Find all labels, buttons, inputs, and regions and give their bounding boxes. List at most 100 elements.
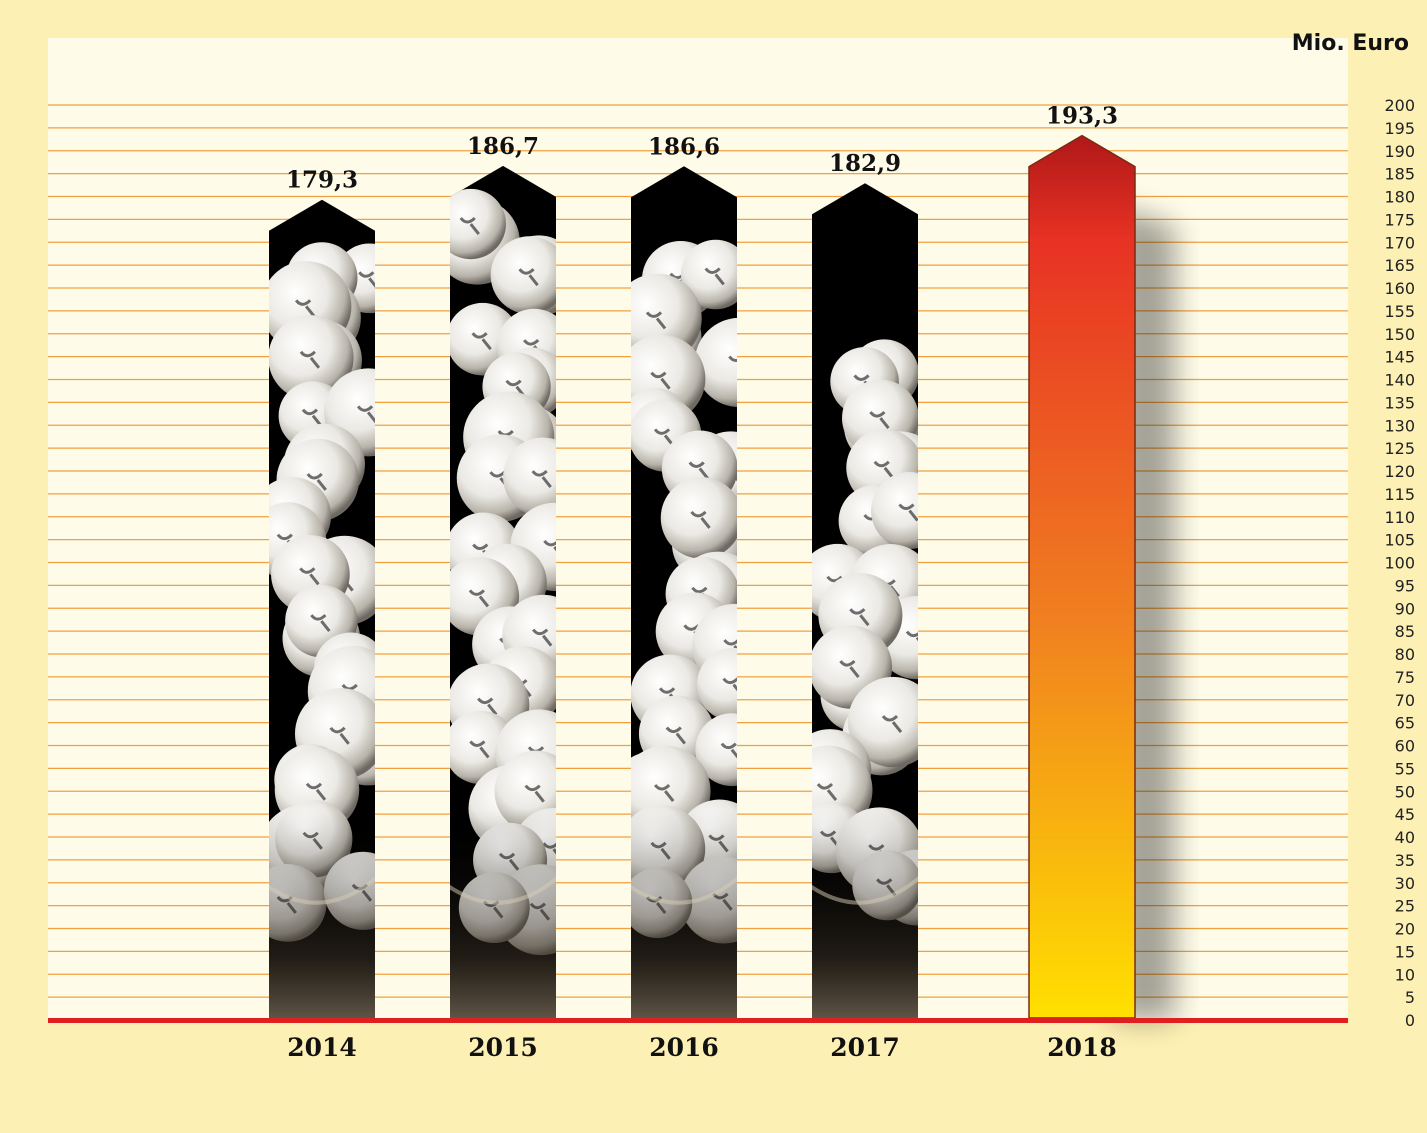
y-tick-label: 125: [1384, 439, 1415, 458]
y-tick-label: 200: [1384, 96, 1415, 115]
ball-number-mark: [358, 271, 375, 290]
y-tick-label: 25: [1395, 897, 1415, 916]
ball-number-mark: [650, 371, 671, 390]
y-axis-ticks: 0 5 10 15 20 25 30 35 40 45 50 55 60 65 70 75 80 85 90 95 10…: [1384, 96, 1415, 1030]
y-tick-label: 5: [1405, 988, 1415, 1007]
ball-number-mark: [543, 539, 556, 558]
ball-number-mark: [873, 460, 894, 479]
bar-2017: [812, 183, 918, 1019]
y-tick-label: 40: [1395, 828, 1415, 847]
x-category-label: 2018: [1047, 1033, 1117, 1062]
y-tick-label: 165: [1384, 256, 1415, 275]
bowl-glass: [812, 810, 918, 1019]
ball-number-mark: [839, 659, 860, 679]
ball-number-mark: [299, 567, 320, 586]
bar-value-label: 186,7: [467, 133, 539, 160]
ball-number-mark: [905, 630, 918, 649]
bar-shape: [1028, 134, 1136, 1019]
y-tick-label: 90: [1395, 599, 1415, 618]
ball-number-mark: [653, 783, 675, 802]
bowl-glass: [631, 810, 737, 1018]
y-tick-label: 75: [1395, 668, 1415, 687]
bar-value-label: 186,6: [648, 133, 720, 160]
bowl-glass: [269, 810, 375, 1018]
bar-photo: [269, 199, 375, 1018]
y-tick-label: 190: [1384, 142, 1415, 161]
y-tick-label: 55: [1395, 759, 1415, 778]
x-category-label: 2015: [468, 1033, 538, 1062]
y-tick-label: 135: [1384, 393, 1415, 412]
x-category-label: 2016: [649, 1033, 719, 1062]
bar-photo: [631, 166, 737, 1018]
x-category-label: 2014: [287, 1033, 357, 1062]
y-tick-label: 20: [1395, 920, 1415, 939]
ball-number-mark: [306, 472, 327, 491]
y-tick-label: 155: [1384, 302, 1415, 321]
y-tick-label: 15: [1395, 942, 1415, 961]
y-tick-label: 105: [1384, 531, 1415, 550]
bowl-glass: [450, 810, 556, 1018]
y-tick-label: 145: [1384, 348, 1415, 367]
y-tick-label: 115: [1384, 485, 1415, 504]
y-tick-label: 175: [1384, 210, 1415, 229]
bar-photo: [812, 183, 918, 1019]
ball-number-mark: [869, 410, 890, 430]
ball-number-mark: [665, 726, 686, 745]
y-tick-label: 130: [1384, 416, 1415, 435]
y-tick-label: 150: [1384, 325, 1415, 344]
y-tick-label: 35: [1395, 851, 1415, 870]
ball-number-mark: [690, 510, 711, 529]
y-tick-label: 185: [1384, 165, 1415, 184]
bowl-rim: [269, 868, 375, 905]
ball-number-mark: [305, 782, 327, 801]
bar-2016: [631, 166, 737, 1018]
ball-number-mark: [688, 461, 709, 480]
bar-value-label: 182,9: [829, 150, 901, 177]
x-axis-labels: 2014 2015 2016 2017 2018: [287, 1033, 1117, 1062]
y-tick-label: 30: [1395, 874, 1415, 893]
bowl-rim: [450, 868, 556, 905]
ball-number-mark: [356, 405, 375, 424]
ball-number-mark: [471, 332, 492, 351]
ball-number-mark: [459, 216, 480, 235]
y-tick-label: 65: [1395, 714, 1415, 733]
bar-2014: [269, 199, 375, 1018]
ball-number-mark: [704, 267, 725, 286]
y-tick-label: 85: [1395, 622, 1415, 641]
ball-number-mark: [294, 299, 316, 318]
y-tick-label: 80: [1395, 645, 1415, 664]
bowl-rim: [812, 868, 918, 905]
y-tick-label: 10: [1395, 965, 1415, 984]
ball-number-mark: [299, 350, 321, 369]
ball-number-mark: [720, 742, 737, 761]
bowl-rim: [631, 868, 737, 905]
ball-number-mark: [531, 470, 552, 489]
ball-number-mark: [310, 614, 331, 633]
y-tick-label: 45: [1395, 805, 1415, 824]
ball-number-mark: [477, 697, 498, 716]
y-tick-label: 70: [1395, 691, 1415, 710]
ball-number-mark: [722, 677, 737, 696]
y-tick-label: 195: [1384, 119, 1415, 138]
baseline: [48, 1018, 1348, 1023]
bars: 179,3 186,7 186,6 182,9 193,3: [269, 103, 1175, 1021]
ball-number-mark: [524, 784, 545, 803]
x-category-label: 2017: [830, 1033, 900, 1062]
y-axis-unit-label: Mio. Euro: [1292, 31, 1409, 56]
ball-number-mark: [728, 355, 737, 374]
bar-2015: [450, 165, 556, 1018]
ball-number-mark: [645, 311, 667, 330]
y-tick-label: 160: [1384, 279, 1415, 298]
y-tick-label: 95: [1395, 576, 1415, 595]
lottery-ball: [694, 317, 737, 408]
ball-number-mark: [723, 638, 737, 657]
y-tick-label: 110: [1384, 508, 1415, 527]
ball-number-mark: [849, 608, 870, 627]
bar-value-label: 179,3: [286, 167, 358, 194]
ball-number-mark: [898, 503, 918, 522]
bar-value-label: 193,3: [1046, 103, 1118, 130]
ball-number-mark: [329, 726, 350, 745]
y-tick-label: 60: [1395, 737, 1415, 756]
